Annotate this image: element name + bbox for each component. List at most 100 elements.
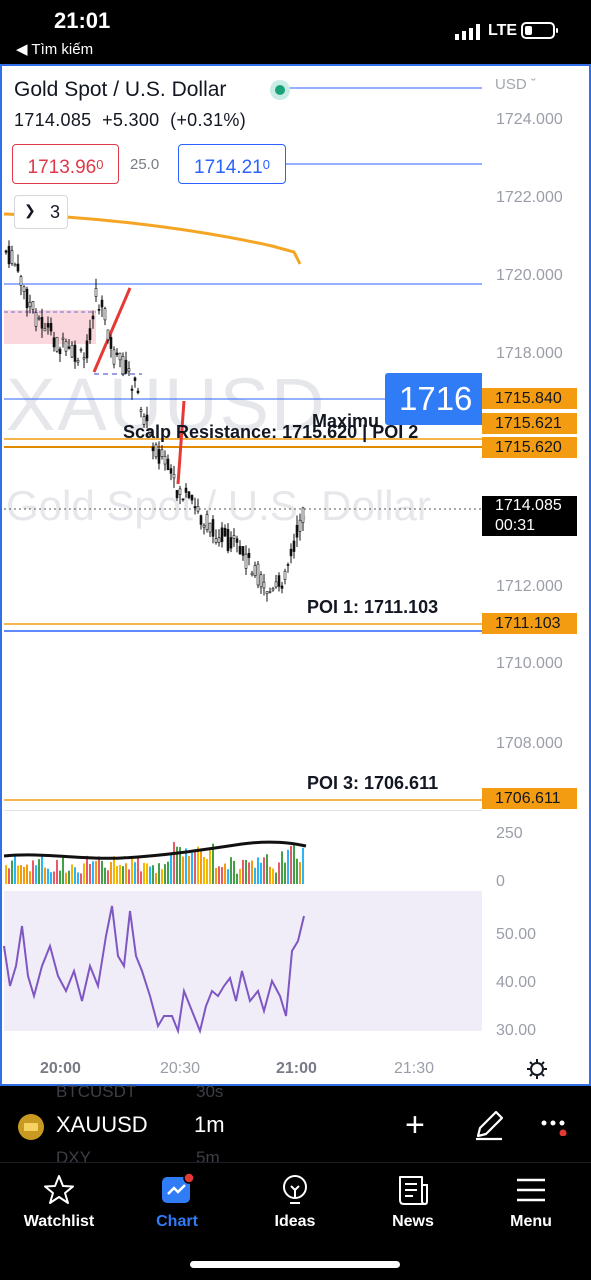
volume-bar: [266, 854, 268, 884]
candle-body: [139, 409, 143, 412]
price-series-shape: [4, 240, 305, 884]
more-options-icon[interactable]: [538, 1116, 572, 1136]
candle-body: [193, 506, 197, 509]
candle-body: [124, 359, 128, 374]
scalp-resistance-annotation[interactable]: Scalp Resistance: 1715.620 | POI 2: [123, 422, 419, 442]
status-bar: 21:01 ◀ Tìm kiếm LTE: [0, 0, 591, 64]
tab-chart[interactable]: Chart: [132, 1173, 222, 1233]
timeframe-selector[interactable]: 1m: [194, 1112, 225, 1137]
gear-icon[interactable]: [526, 1058, 548, 1080]
candle-body: [256, 563, 260, 586]
candle-body: [151, 446, 155, 452]
volume-bar: [32, 860, 34, 884]
volume-bar: [80, 873, 82, 884]
volume-bar: [191, 852, 193, 884]
candle-body: [181, 498, 185, 501]
star-icon: [44, 1175, 74, 1204]
add-icon[interactable]: +: [405, 1106, 425, 1144]
poi1-annotation[interactable]: POI 1: 1711.103: [307, 597, 439, 617]
candle-body: [277, 575, 281, 587]
candle-body: [229, 537, 233, 549]
candle-body: [13, 264, 17, 267]
tab-menu[interactable]: Menu: [486, 1173, 576, 1233]
volume-bar: [50, 872, 52, 884]
volume-bar: [5, 865, 7, 884]
poi3-annotation[interactable]: POI 3: 1706.611: [307, 773, 439, 793]
volume-bar: [299, 862, 301, 884]
back-to-search-link[interactable]: ◀ Tìm kiếm: [16, 41, 94, 58]
candle-body: [214, 538, 218, 543]
volume-bar: [233, 860, 235, 884]
candle-body: [19, 276, 23, 286]
chart-panel[interactable]: XAUUSD Gold Spot / U.S. Dollar Gold Spot…: [0, 64, 591, 1086]
tab-watchlist[interactable]: Watchlist: [14, 1173, 104, 1233]
volume-bar: [29, 871, 31, 884]
candle-body: [148, 429, 152, 436]
volume-bar: [53, 871, 55, 884]
draw-pen-icon[interactable]: [472, 1108, 506, 1142]
volume-bar: [92, 861, 94, 884]
indicators-toggle-button[interactable]: ❯ 3: [14, 195, 68, 229]
volume-bar: [17, 865, 19, 884]
candle-body: [112, 349, 116, 365]
candle-body: [4, 250, 8, 253]
volume-bar: [200, 850, 202, 884]
tab-news[interactable]: News: [368, 1173, 458, 1233]
candle-body: [34, 312, 38, 327]
tab-ideas[interactable]: Ideas: [250, 1173, 340, 1233]
sell-price: 1713.96: [27, 157, 97, 178]
volume-bar: [284, 862, 286, 884]
candle-body: [142, 416, 146, 425]
instrument-title[interactable]: Gold Spot / U.S. Dollar: [14, 78, 227, 101]
rsi-axis-label: 50.00: [496, 926, 537, 943]
pane-divider[interactable]: [4, 810, 482, 811]
network-label: LTE: [488, 22, 518, 39]
bottom-tab-bar: Watchlist Chart Ideas News: [0, 1162, 591, 1280]
battery-icon: [521, 22, 558, 39]
volume-bar: [95, 860, 97, 884]
candle-body: [70, 344, 74, 358]
volume-bar: [143, 862, 145, 884]
volume-bar: [182, 856, 184, 884]
home-indicator[interactable]: [190, 1261, 400, 1268]
sell-button[interactable]: 1713.960: [12, 144, 119, 184]
tab-label: Chart: [156, 1213, 198, 1230]
price-tag: 1715.620: [482, 437, 577, 458]
newspaper-icon: [399, 1176, 428, 1205]
buy-button[interactable]: 1714.210: [178, 144, 286, 184]
price-axis-label: 1710.000: [496, 655, 563, 672]
rsi-pane[interactable]: [4, 891, 482, 1031]
volume-bar: [188, 856, 190, 884]
candle-body: [118, 352, 122, 361]
candle-body: [10, 250, 14, 264]
candle-body: [163, 455, 167, 465]
volume-bar: [146, 863, 148, 884]
candle-body: [85, 340, 89, 359]
market-open-indicator: [270, 80, 290, 100]
price-change: +5.300: [102, 110, 160, 130]
last-price: 1714.085: [14, 110, 92, 130]
candle-body: [223, 527, 227, 537]
candle-body: [205, 514, 209, 530]
candle-body: [286, 564, 290, 566]
candle-body: [292, 540, 296, 552]
candle-body: [235, 538, 239, 543]
volume-bar: [110, 862, 112, 884]
volume-bar: [38, 859, 40, 884]
price-highlight-label: 1716: [385, 373, 482, 425]
rsi-axis-label: 30.00: [496, 1022, 537, 1039]
volume-bar: [59, 870, 61, 884]
volume-bar: [278, 862, 280, 884]
volume-bar: [185, 848, 187, 884]
maximum-annotation[interactable]: Maximu: [312, 411, 380, 431]
candle-body: [202, 524, 206, 528]
volume-bar: [173, 842, 175, 884]
candle-body: [55, 337, 59, 352]
symbol-selector[interactable]: XAUUSD: [56, 1112, 148, 1137]
price-axis-label: 1712.000: [496, 578, 563, 595]
candle-body: [79, 349, 83, 351]
volume-bar: [254, 867, 256, 884]
currency-selector[interactable]: USD ˇ: [495, 76, 536, 93]
candle-body: [58, 348, 62, 354]
volume-bar: [98, 856, 100, 884]
